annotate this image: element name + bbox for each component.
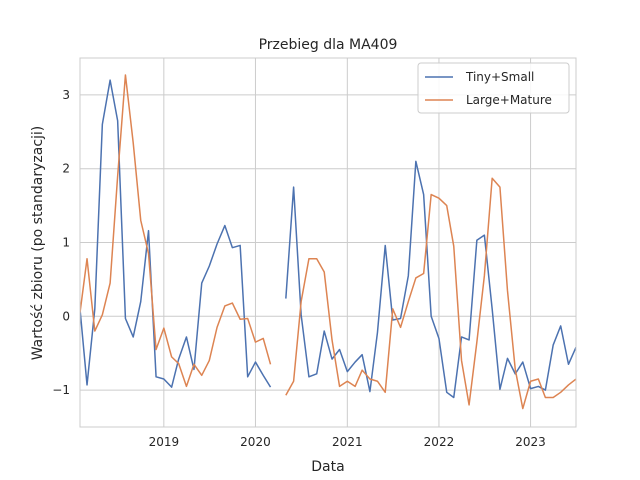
x-tick-label: 2020: [240, 435, 271, 449]
y-tick-label: 3: [62, 88, 70, 102]
x-tick-labels: 2019 2020 2021 2022 2023: [149, 435, 546, 449]
y-tick-label: 0: [62, 309, 70, 323]
chart-title: Przebieg dla MA409: [259, 37, 398, 53]
series-lines: [80, 74, 576, 410]
plot-area-frame: [79, 57, 577, 428]
legend-box: [417, 62, 570, 114]
y-tick-label: 1: [62, 236, 70, 250]
x-tick-label: 2022: [424, 435, 455, 449]
legend-label-large-mature: Large+Mature: [466, 93, 552, 107]
y-tick-label: −1: [52, 383, 70, 397]
y-tick-labels: −1 0 1 2 3: [52, 88, 70, 397]
x-tick-label: 2023: [515, 435, 546, 449]
x-tick-label: 2021: [332, 435, 363, 449]
series-line-large-mature: [80, 74, 576, 410]
x-tick-label: 2019: [149, 435, 180, 449]
legend: Tiny+Small Large+Mature: [417, 62, 570, 114]
y-tick-label: 2: [62, 162, 70, 176]
y-axis-label: Wartość zbioru (po standaryzacji): [30, 126, 46, 361]
x-axis-label: Data: [311, 459, 344, 475]
series-line-tiny-small: [80, 79, 576, 399]
legend-label-tiny-small: Tiny+Small: [465, 70, 534, 84]
